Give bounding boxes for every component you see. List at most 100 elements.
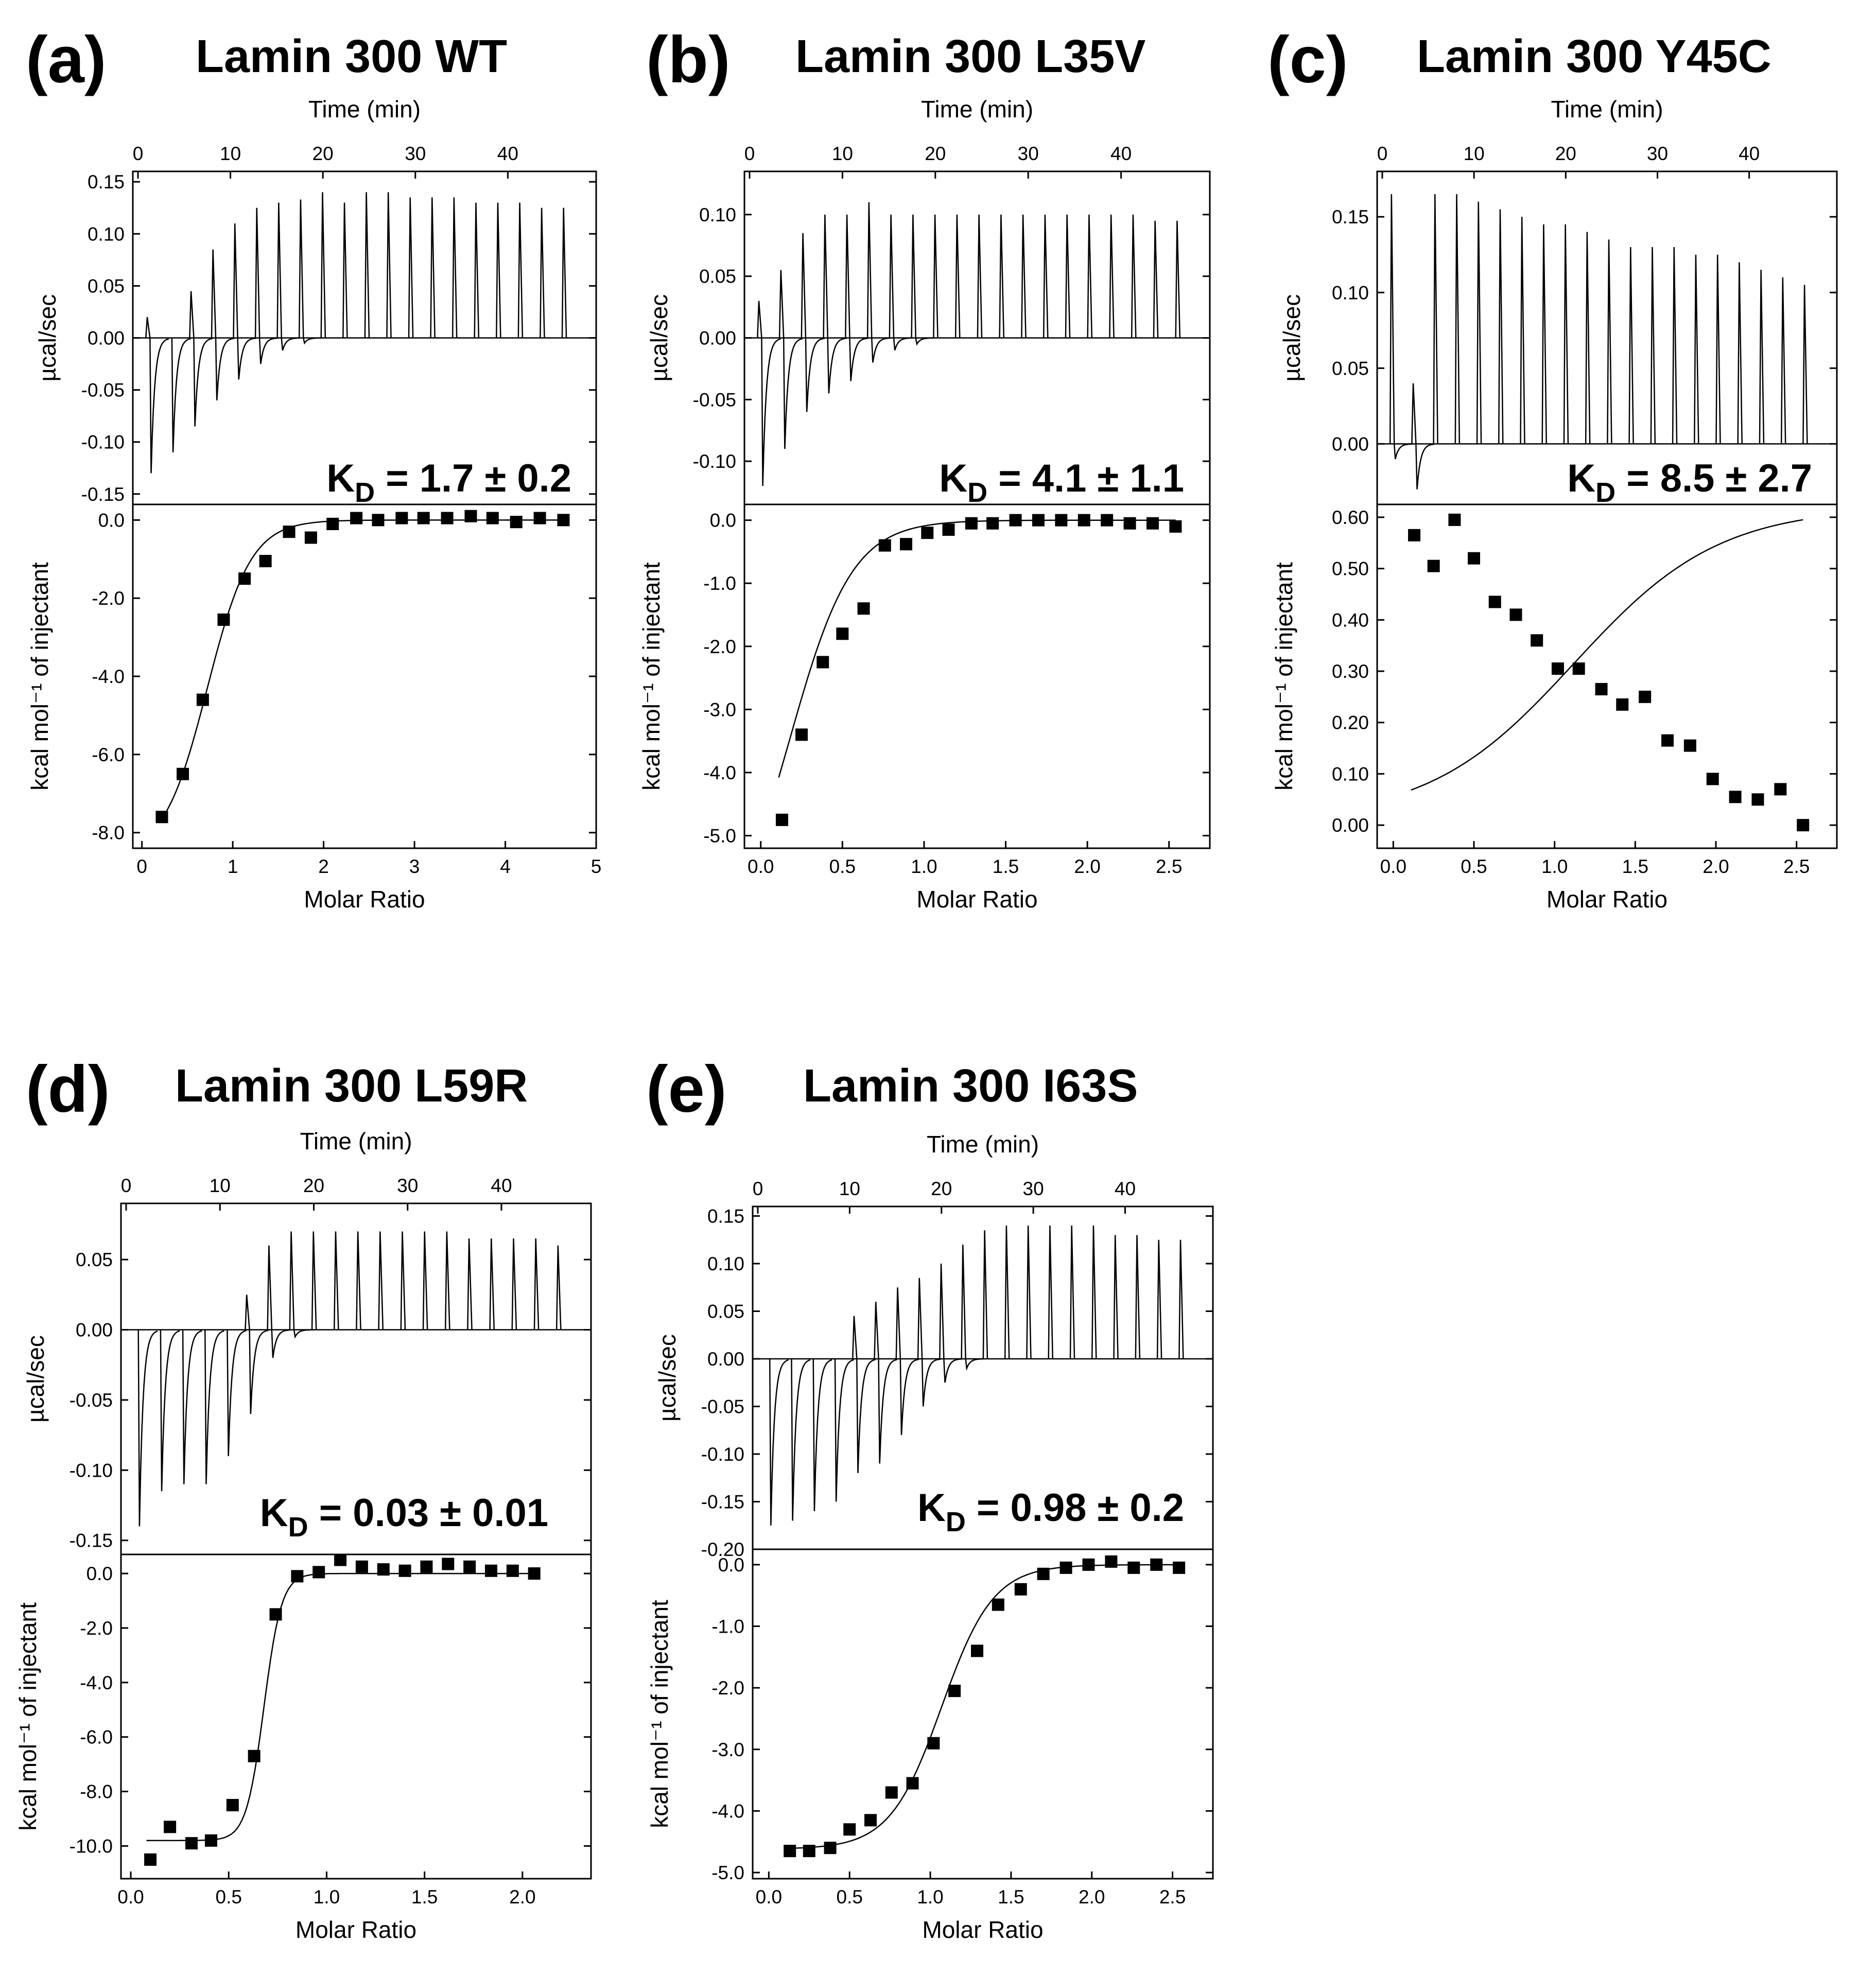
data-point [259,555,272,568]
injection-peak [1498,209,1504,444]
injection-peak [845,214,869,381]
injection-peak [378,1231,384,1330]
power-tick-label: 0.05 [88,275,125,296]
data-point [291,1570,304,1583]
panel-title: Lamin 300 WT [196,31,507,82]
injection-peak [408,197,414,338]
isotherm-plot: 0.0 0.5 1.0 1.5 2.0 2.5 Molar Ratio 0.60 0.50 0.4… [1271,503,1838,913]
injection-peak [1091,1225,1097,1359]
time-axis-label: Time (min) [927,1131,1039,1158]
molar-ratio-tick-label: 1 [228,856,238,877]
panel-b: (b) Lamin 300 L35V Time (min) 0 10 20 30 40 0.10… [638,23,1211,913]
data-point [843,1823,856,1836]
data-point [857,602,870,615]
injection-peak [276,202,301,351]
data-point [533,512,546,524]
time-tick-label: 10 [1464,143,1485,164]
injection-peak [451,197,458,338]
injection-peak [1156,1239,1162,1359]
data-point [1751,793,1764,806]
molar-ratio-tick-label: 0.0 [117,1886,144,1908]
injection-peak [1520,217,1525,444]
data-point [1105,1555,1118,1568]
time-tick-label: 30 [1647,143,1668,164]
injection-peak [160,1329,180,1492]
kd-value: KD = 0.03 ± 0.01 [260,1491,548,1543]
injection-peak [496,202,501,338]
data-point [1572,662,1585,675]
data-point [1427,559,1440,572]
injection-peak [1021,214,1027,338]
injection-peak [1715,254,1721,444]
data-point [1661,734,1674,747]
enthalpy-tick-label: 0.00 [1332,815,1369,836]
injection-peak [137,1329,158,1527]
molar-ratio-tick-label: 1.5 [993,856,1019,877]
injection-peak [801,233,825,412]
fit-curve [786,1564,1179,1849]
data-point [350,512,363,524]
molar-ratio-tick-label: 1.0 [1541,856,1568,877]
molar-ratio-tick-label: 0.5 [836,1886,862,1908]
injection-peak [791,1358,811,1521]
data-point [1448,513,1461,526]
time-tick-label: 30 [1018,143,1039,164]
injection-peak [145,317,169,474]
power-tick-label: 0.00 [1332,433,1369,454]
data-point [377,1563,390,1576]
time-tick-label: 0 [121,1175,132,1196]
injection-peak [430,197,436,338]
injection-peak [1043,214,1049,338]
enthalpy-tick-label: -8.0 [80,1781,113,1803]
data-point [1009,514,1022,527]
data-point [238,572,251,585]
injection-peak [511,1238,517,1330]
enthalpy-tick-label: -2.0 [711,1677,744,1699]
data-point [878,539,891,552]
data-point [1488,596,1501,608]
molar-ratio-tick-label: 2.5 [1783,856,1810,877]
kd-value: KD = 0.98 ± 0.2 [917,1486,1184,1537]
data-point [1037,1567,1050,1580]
data-point [528,1567,541,1580]
injection-peak [889,214,913,351]
enthalpy-axis-label: kcal mol⁻¹ of injectant [638,562,665,791]
injection-peak [1780,277,1786,444]
power-axis-label: µcal/sec [1278,294,1305,382]
power-tick-label: 0.05 [707,1301,744,1322]
enthalpy-tick-label: -4.0 [703,762,736,783]
data-point [965,517,978,530]
power-tick-label: 0.05 [76,1249,113,1270]
molar-ratio-tick-label: 2.0 [1074,856,1100,877]
molar-ratio-tick-label: 1.5 [411,1886,438,1908]
power-tick-label: 0.15 [1332,206,1369,228]
injection-peak [364,192,370,338]
enthalpy-tick-label: -1.0 [703,573,736,594]
time-tick-label: 0 [744,143,755,164]
panel-title: Lamin 300 I63S [803,1060,1138,1112]
molar-ratio-axis-label: Molar Ratio [296,1916,416,1943]
data-point [463,1560,476,1573]
injection-peak [757,301,781,486]
data-point [864,1814,877,1827]
molar-ratio-tick-label: 2.5 [1156,856,1182,877]
enthalpy-axis-label: kcal mol⁻¹ of injectant [1271,562,1297,791]
panel-title: Lamin 300 L59R [175,1060,528,1112]
data-point [204,1834,217,1847]
injection-peak [1585,232,1591,444]
molar-ratio-tick-label: 1.0 [917,1886,943,1908]
molar-ratio-tick-label: 0.5 [829,856,856,877]
molar-ratio-tick-label: 0.0 [1380,856,1406,877]
molar-ratio-tick-label: 2 [318,856,329,877]
panel-letter: (c) [1267,23,1348,97]
injection-peak [1802,285,1808,444]
injection-peak [1048,1225,1053,1359]
panel-letter: (e) [646,1053,726,1126]
injection-peak [211,249,235,400]
data-point [1173,1561,1186,1574]
injection-peak [954,214,961,338]
injection-peak [1153,220,1159,338]
injection-peak [1065,214,1071,338]
data-point [355,1560,368,1573]
